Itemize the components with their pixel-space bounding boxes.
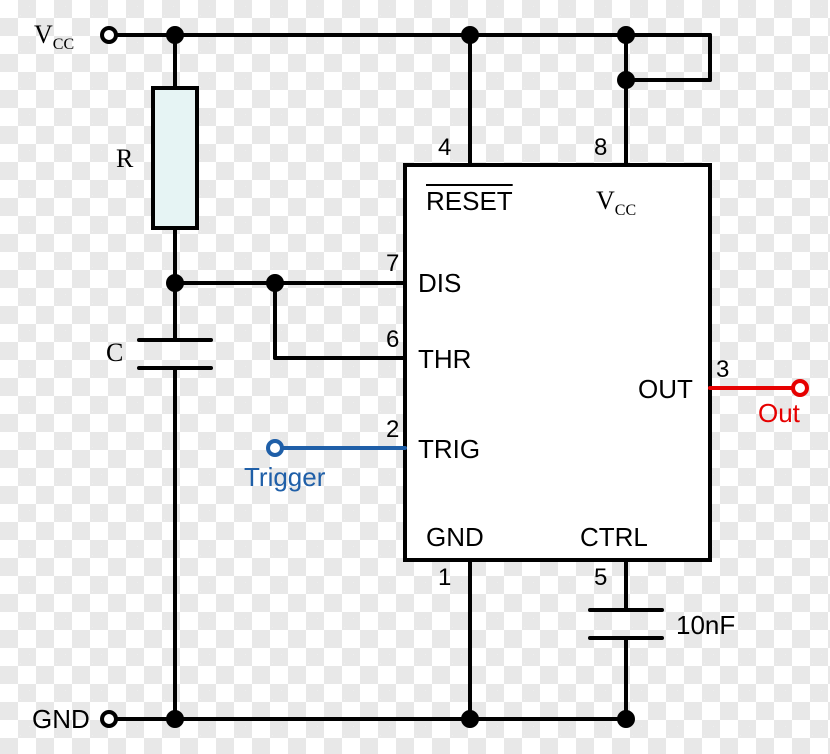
pin-name-dis: DIS bbox=[418, 268, 461, 299]
out-terminal bbox=[793, 381, 807, 395]
pin-num-7: 7 bbox=[386, 250, 399, 278]
trigger-io-label: Trigger bbox=[244, 462, 325, 493]
pin-name-trig: TRIG bbox=[418, 434, 480, 465]
pin-num-2: 2 bbox=[386, 416, 399, 444]
gnd-label: GND bbox=[32, 704, 90, 735]
pin-name-ctrl: CTRL bbox=[580, 522, 648, 553]
pin-num-6: 6 bbox=[386, 326, 399, 354]
pin-num-1: 1 bbox=[438, 564, 451, 592]
gnd-terminal bbox=[102, 712, 116, 726]
pin-num-3: 3 bbox=[716, 356, 729, 384]
capacitor-label: C bbox=[106, 338, 123, 368]
pin-name-gnd: GND bbox=[426, 522, 484, 553]
vcc-terminal bbox=[102, 28, 116, 42]
resistor-body bbox=[153, 88, 197, 228]
pin-name-out: OUT bbox=[638, 374, 693, 405]
out-io-label: Out bbox=[758, 398, 800, 429]
pin-num-8: 8 bbox=[594, 134, 607, 162]
vcc-label: VCC bbox=[34, 20, 74, 54]
ctrl-cap-label: 10nF bbox=[676, 610, 735, 641]
resistor-label: R bbox=[116, 144, 133, 174]
pin-name-reset: RESET bbox=[426, 186, 513, 217]
pin-name-thr: THR bbox=[418, 344, 471, 375]
pin-num-4: 4 bbox=[438, 134, 451, 162]
trigger-terminal bbox=[268, 441, 282, 455]
pin-name-vcc: VCC bbox=[596, 186, 636, 220]
pin-num-5: 5 bbox=[594, 564, 607, 592]
